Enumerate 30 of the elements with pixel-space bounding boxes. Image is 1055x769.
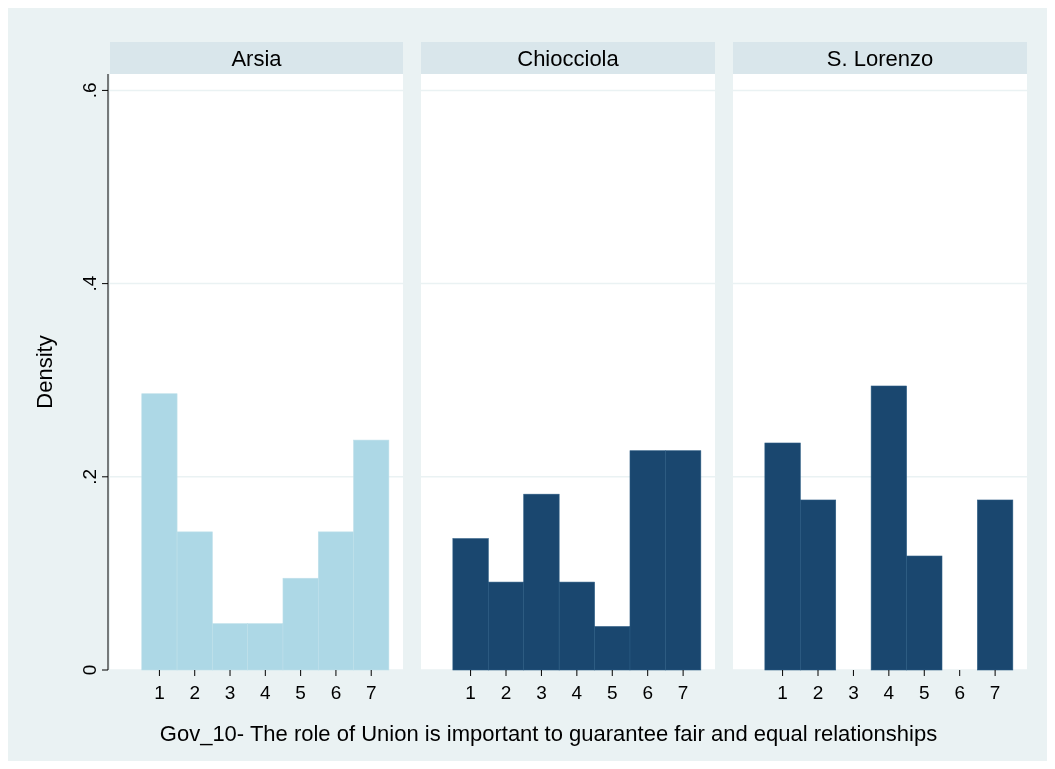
x-tick-label: 2 [812,682,824,703]
x-tick-label: 7 [677,682,689,703]
x-tick-label: 6 [954,682,965,703]
chart-title: S. Lorenzo [826,46,934,71]
x-tick-label: 3 [224,682,236,703]
x-tick-label: 1 [154,682,165,703]
x-tick-label: 7 [365,682,377,703]
x-tick-label: 1 [777,682,788,703]
y-tick-label: .6 [79,82,100,99]
x-tick-label: 1 [465,682,476,703]
x-tick-label: 7 [989,682,1001,703]
chart-title: Arsia [231,46,283,71]
y-axis-title: Density [32,335,57,409]
x-tick-label: 5 [918,682,930,703]
x-tick-label: 4 [260,682,272,703]
x-tick-label: 6 [642,682,653,703]
x-tick-label: 2 [189,682,201,703]
x-tick-label: 3 [848,682,859,703]
x-axis-title: Gov_10- The role of Union is important to guarantee fair and equal relationships [159,721,938,746]
x-tick-label: 5 [295,682,306,703]
y-tick-label: 0 [79,664,100,676]
x-tick-label: 3 [536,682,547,703]
x-tick-label: 2 [500,682,512,703]
chart-title: Chiocciola [517,46,620,71]
x-tick-label: 4 [883,682,895,703]
y-tick-label: .4 [79,275,100,292]
x-tick-label: 6 [330,682,342,703]
x-tick-label: 5 [606,682,618,703]
x-tick-label: 4 [571,682,583,703]
y-tick-label: .2 [79,468,100,485]
